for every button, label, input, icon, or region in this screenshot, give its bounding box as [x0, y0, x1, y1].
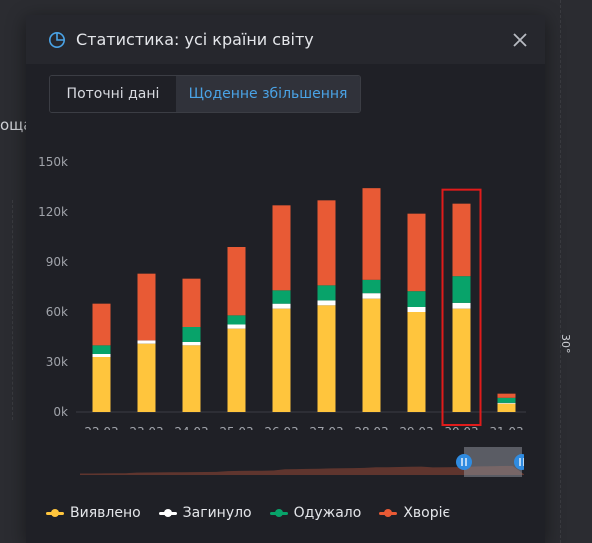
x-tick-label: 29.03: [399, 425, 433, 430]
x-tick-label: 31.03: [489, 425, 523, 430]
legend-label: Одужало: [293, 505, 362, 521]
scroller-selection[interactable]: [464, 447, 522, 477]
tab-daily-increase[interactable]: Щоденне збільшення: [176, 76, 360, 112]
bar-segment-Одужало: [362, 279, 381, 294]
bar-segment-Загинуло: [407, 307, 426, 312]
bar-segment-Хворіє: [407, 213, 426, 292]
bar-segment-Виявлено: [92, 357, 111, 412]
bar-segment-Виявлено: [272, 308, 291, 412]
bar-segment-Виявлено: [407, 312, 426, 412]
x-tick-label: 28.03: [354, 425, 388, 430]
highlight-box: [441, 188, 482, 426]
bar-segment-Одужало: [92, 345, 111, 354]
x-tick-label: 30.03: [444, 425, 478, 430]
bar-segment-Хворіє: [182, 278, 201, 327]
legend-swatch: [269, 508, 288, 517]
legend-item-sick[interactable]: Хворіє: [379, 505, 450, 521]
bar-segment-Одужало: [407, 291, 426, 307]
map-border-line: [12, 200, 13, 420]
x-tick-label: 26.03: [264, 425, 298, 430]
y-tick-label: 150k: [38, 155, 68, 169]
bar-segment-Загинуло: [272, 303, 291, 309]
x-tick-label: 24.03: [174, 425, 208, 430]
bar-segment-Загинуло: [362, 293, 381, 299]
x-tick-label: 22.03: [84, 425, 118, 430]
scroller-handle-left[interactable]: [456, 454, 472, 470]
bar-segment-Одужало: [272, 290, 291, 304]
close-icon: [513, 32, 527, 47]
chart-legend: Виявлено Загинуло Одужало Хворіє: [46, 505, 450, 521]
modal-header: Статистика: усі країни світу: [26, 15, 545, 64]
bar-segment-Одужало: [317, 285, 336, 301]
bar-segment-Хворіє: [272, 205, 291, 291]
bar-segment-Хворіє: [137, 273, 156, 341]
bar-segment-Загинуло: [317, 300, 336, 306]
bar-segment-Загинуло: [452, 302, 471, 309]
bar-segment-Виявлено: [227, 328, 246, 412]
legend-label: Виявлено: [70, 505, 141, 521]
statistics-modal: Статистика: усі країни світу Поточні дан…: [26, 15, 545, 543]
chart-range-scroller[interactable]: [80, 445, 524, 479]
x-tick-label: 25.03: [219, 425, 253, 430]
bar-segment-Хворіє: [452, 203, 471, 277]
legend-swatch: [158, 508, 177, 517]
bar-segment-Виявлено: [452, 308, 471, 412]
bar-segment-Хворіє: [227, 247, 246, 316]
y-tick-label: 60k: [46, 305, 68, 319]
bar-segment-Загинуло: [227, 324, 246, 329]
daily-increase-chart: 0k 30k 60k 90k 120k 150k 22.03 23.03 24.03 25.03 2…: [38, 155, 526, 430]
bar-segment-Хворіє: [317, 200, 336, 286]
x-tick-label: 23.03: [129, 425, 163, 430]
map-label-left: оща: [0, 116, 33, 134]
legend-swatch: [46, 508, 64, 517]
legend-swatch: [379, 508, 398, 517]
x-tick-label: 27.03: [309, 425, 343, 430]
view-tabs: Поточні дані Щоденне збільшення: [49, 75, 361, 113]
y-tick-label: 90k: [46, 255, 68, 269]
bar-segment-Одужало: [227, 315, 246, 325]
bar-segment-Загинуло: [137, 340, 156, 344]
bar-segment-Хворіє: [362, 188, 381, 280]
bar-segment-Виявлено: [137, 343, 156, 412]
scroller-area: [80, 465, 524, 475]
bar-segment-Одужало: [452, 276, 471, 303]
y-tick-label: 120k: [38, 205, 68, 219]
map-label-right: 30°: [559, 334, 572, 354]
map-border-line: [560, 0, 561, 543]
modal-title: Статистика: усі країни світу: [76, 30, 314, 49]
bar-segment-Виявлено: [317, 305, 336, 412]
legend-label: Хворіє: [403, 505, 451, 521]
bar-segment-Одужало: [497, 397, 516, 403]
legend-item-died[interactable]: Загинуло: [158, 505, 252, 521]
bar-segment-Одужало: [182, 327, 201, 342]
scroller-handle-right[interactable]: [514, 454, 524, 470]
bar-segment-Виявлено: [182, 345, 201, 412]
bar-segment-Загинуло: [497, 402, 516, 404]
y-tick-label: 30k: [46, 355, 68, 369]
bar-segment-Загинуло: [92, 354, 111, 357]
close-button[interactable]: [509, 29, 531, 51]
legend-label: Загинуло: [182, 505, 252, 521]
bar-segment-Хворіє: [497, 393, 516, 398]
legend-item-detected[interactable]: Виявлено: [46, 505, 141, 521]
bar-segment-Хворіє: [92, 303, 111, 346]
y-tick-label: 0k: [53, 405, 68, 419]
bar-segment-Виявлено: [497, 403, 516, 412]
legend-item-recovered[interactable]: Одужало: [269, 505, 362, 521]
bar-segment-Загинуло: [182, 342, 201, 346]
pie-chart-icon: [49, 31, 65, 48]
bar-segment-Виявлено: [362, 298, 381, 412]
tab-current-data[interactable]: Поточні дані: [50, 76, 176, 112]
